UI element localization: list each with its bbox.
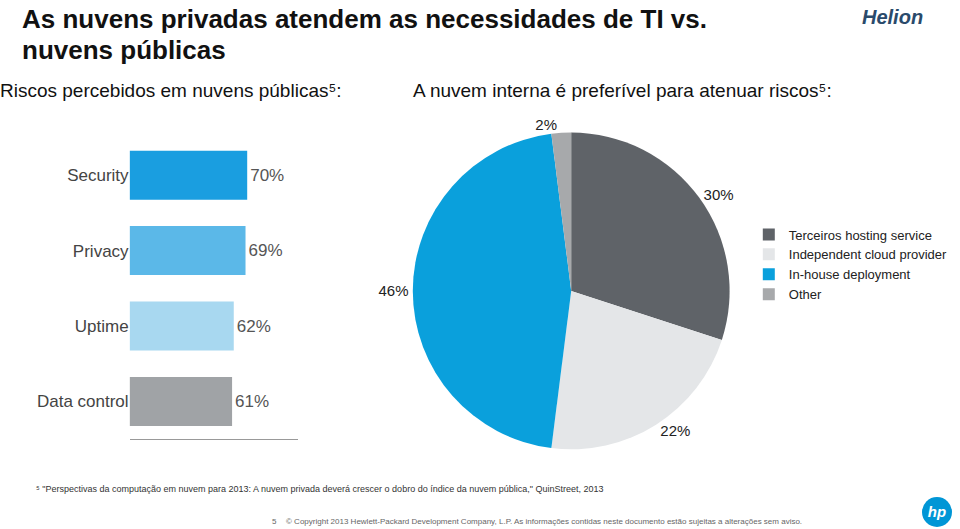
svg-text:70%: 70% — [250, 166, 284, 185]
svg-text:Uptime: Uptime — [75, 317, 129, 336]
html-text:Helion: Helion — [862, 6, 924, 28]
html-text:⁵ "Perspectivas da computação: ⁵ "Perspectivas da computação em nuvem p… — [36, 484, 604, 494]
svg-text:22%: 22% — [660, 422, 690, 439]
svg-text:Data control: Data control — [37, 392, 129, 411]
html-text:Riscos percebidos em nuvens pú: Riscos percebidos em nuvens públicas⁵: — [0, 80, 342, 101]
svg-text:Independent cloud provider: Independent cloud provider — [789, 247, 947, 262]
html-text:As nuvens privadas atendem as: As nuvens privadas atendem as necessidad… — [22, 4, 707, 65]
svg-text:30%: 30% — [704, 186, 734, 203]
svg-text:Other: Other — [789, 287, 822, 302]
html-text:5: 5 — [272, 517, 277, 526]
svg-text:In-house deployment: In-house deployment — [789, 267, 911, 282]
svg-text:61%: 61% — [235, 392, 269, 411]
svg-text:Security: Security — [67, 166, 129, 185]
html-text:hp: hp — [927, 503, 947, 520]
svg-text:46%: 46% — [379, 282, 409, 299]
svg-text:62%: 62% — [237, 317, 271, 336]
svg-text:69%: 69% — [249, 241, 283, 260]
svg-text:Privacy: Privacy — [73, 242, 129, 261]
svg-text:2%: 2% — [535, 116, 557, 133]
svg-text:Terceiros hosting service: Terceiros hosting service — [789, 228, 932, 243]
html-text:A nuvem interna é preferível p: A nuvem interna é preferível para atenua… — [413, 80, 832, 101]
html-text:© Copyright 2013 Hewlett-Packa: © Copyright 2013 Hewlett-Packard Develop… — [286, 517, 803, 526]
